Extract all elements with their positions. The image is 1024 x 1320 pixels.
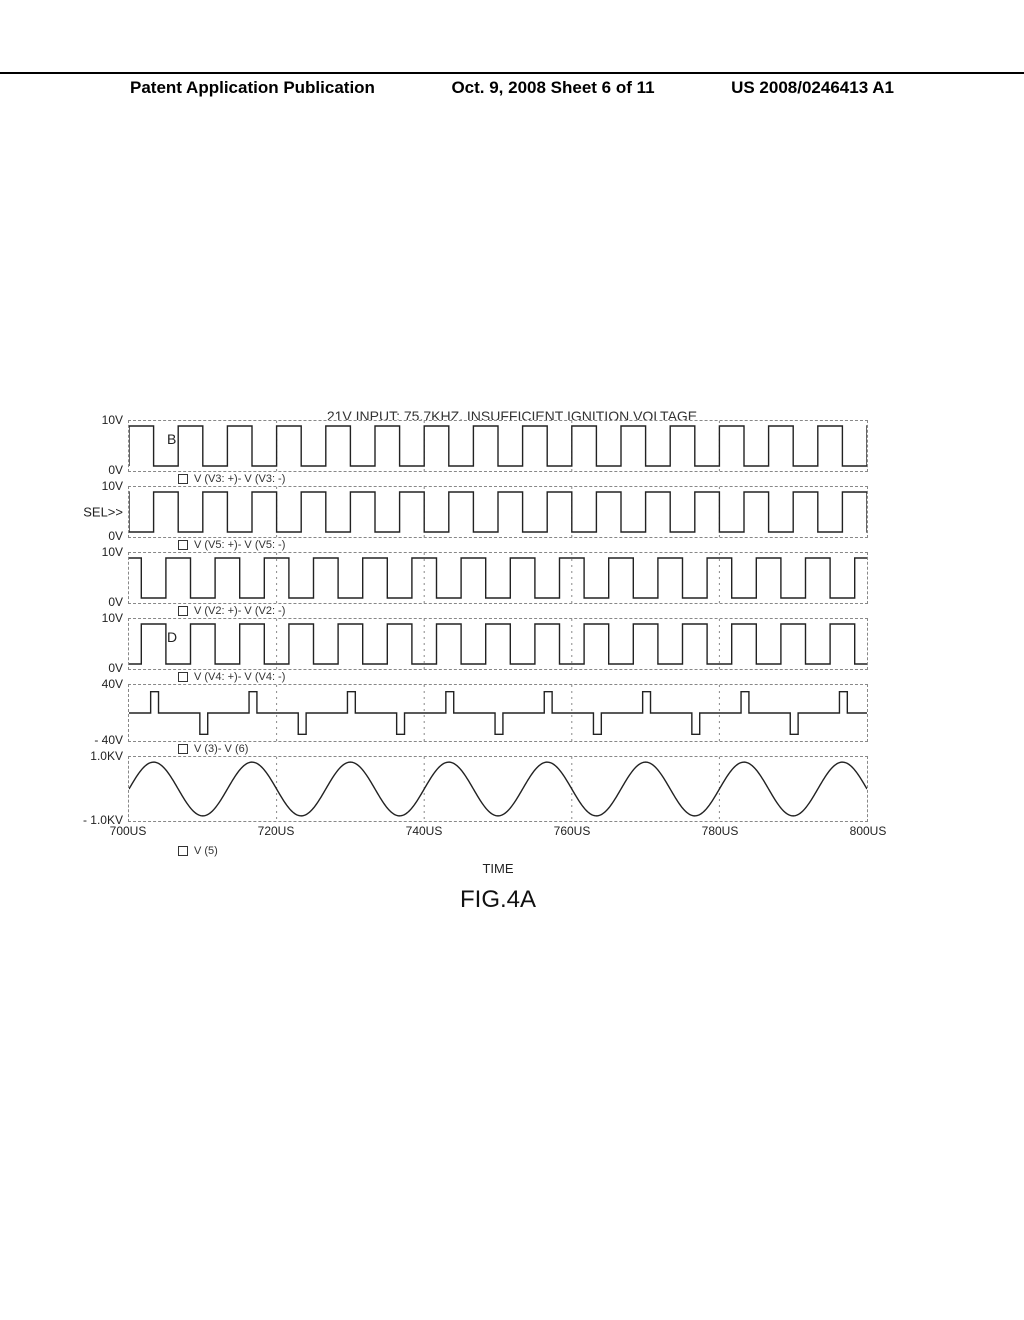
trace-sublabel: V (V5: +)- V (V5: -) — [128, 539, 868, 551]
y-tick-label: 10V — [102, 545, 129, 559]
marker-icon — [178, 744, 188, 754]
trace-sublabel: V (5) — [128, 845, 868, 857]
trace-sublabel: V (3)- V (6) — [128, 743, 868, 755]
x-tick-label: 800US — [850, 824, 887, 838]
sublabel-text: V (5) — [194, 845, 218, 857]
sublabel-text: V (V4: +)- V (V4: -) — [194, 671, 285, 683]
y-tick-label: 0V — [108, 529, 129, 543]
sublabel-text: V (3)- V (6) — [194, 743, 248, 755]
y-tick-label: - 40V — [94, 733, 129, 747]
marker-icon — [178, 474, 188, 484]
y-tick-label: 0V — [108, 595, 129, 609]
y-tick-label: 10V — [102, 479, 129, 493]
x-tick-label: 760US — [554, 824, 591, 838]
sublabel-text: V (V2: +)- V (V2: -) — [194, 605, 285, 617]
y-tick-label: 0V — [108, 661, 129, 675]
waveform-panel: 1.0KV- 1.0KV — [128, 756, 868, 822]
panel-inline-label: B — [167, 431, 176, 447]
trace-sublabel: V (V4: +)- V (V4: -) — [128, 671, 868, 683]
sublabel-text: V (V3: +)- V (V3: -) — [194, 473, 285, 485]
waveform-panel: 40V- 40V — [128, 684, 868, 742]
y-tick-label: 1.0KV — [90, 749, 129, 763]
y-tick-label: 10V — [102, 413, 129, 427]
marker-icon — [178, 606, 188, 616]
figure-label: FIG.4A — [128, 886, 868, 914]
y-tick-label: 40V — [102, 677, 129, 691]
waveform-panel: 10V0VD — [128, 618, 868, 670]
panel-inline-label: D — [167, 629, 177, 645]
header-center: Oct. 9, 2008 Sheet 6 of 11 — [451, 78, 654, 98]
x-tick-label: 780US — [702, 824, 739, 838]
header-left: Patent Application Publication — [130, 78, 375, 98]
x-tick-label: 720US — [258, 824, 295, 838]
marker-icon — [178, 846, 188, 856]
x-tick-label: 740US — [406, 824, 443, 838]
sel-indicator: SEL>> — [83, 505, 129, 520]
sublabel-text: V (V5: +)- V (V5: -) — [194, 539, 285, 551]
x-tick-label: 700US — [110, 824, 147, 838]
waveform-panel: 10V0VSEL>> — [128, 486, 868, 538]
trace-sublabel: V (V3: +)- V (V3: -) — [128, 473, 868, 485]
x-axis-label: TIME — [128, 861, 868, 876]
y-tick-label: 10V — [102, 611, 129, 625]
trace-sublabel: V (V2: +)- V (V2: -) — [128, 605, 868, 617]
waveform-panel: 10V0V — [128, 552, 868, 604]
x-axis: 700US720US740US760US780US800US — [128, 824, 868, 846]
marker-icon — [178, 672, 188, 682]
chart-area: 10V0VBV (V3: +)- V (V3: -)10V0VSEL>>V (V… — [128, 420, 868, 914]
waveform-panel: 10V0VB — [128, 420, 868, 472]
marker-icon — [178, 540, 188, 550]
page-header: Patent Application Publication Oct. 9, 2… — [0, 72, 1024, 98]
header-right: US 2008/0246413 A1 — [731, 78, 894, 98]
y-tick-label: 0V — [108, 463, 129, 477]
